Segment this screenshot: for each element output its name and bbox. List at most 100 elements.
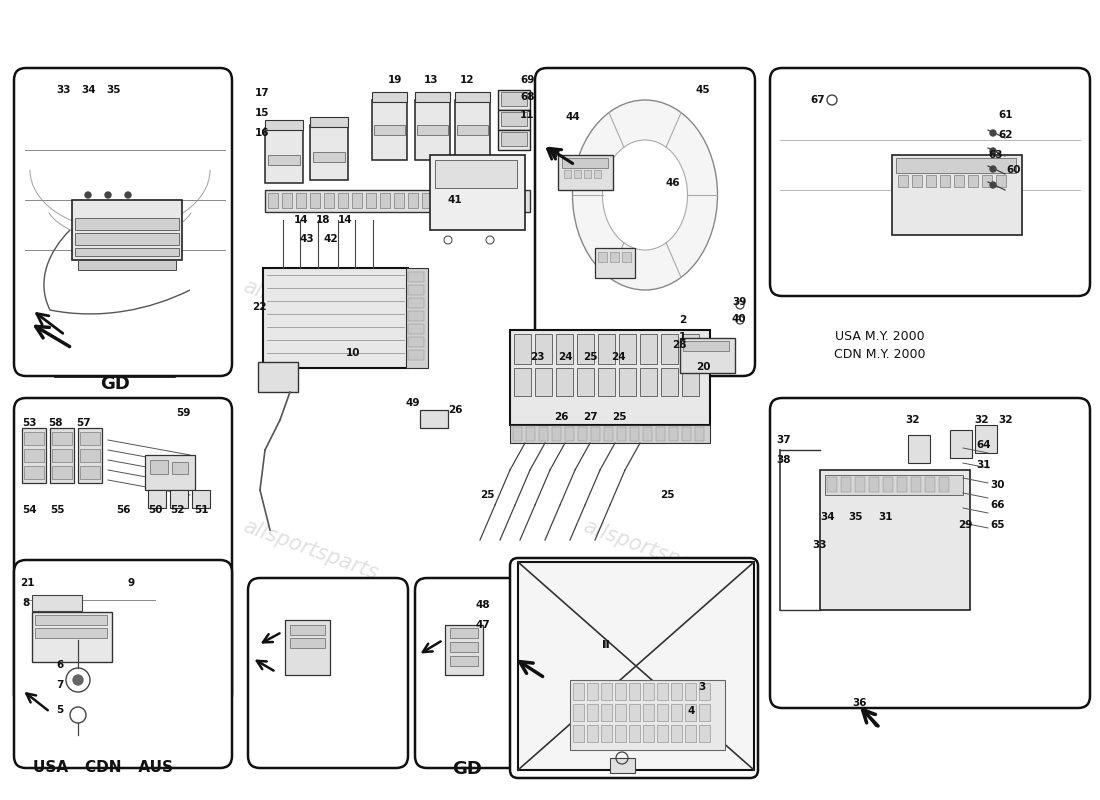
Bar	[617, 427, 626, 441]
Text: 43: 43	[300, 234, 315, 244]
Text: 24: 24	[610, 352, 626, 362]
FancyBboxPatch shape	[14, 398, 232, 706]
Bar	[939, 477, 949, 492]
Text: 7: 7	[56, 680, 64, 690]
Bar	[644, 704, 654, 721]
Bar	[265, 190, 530, 212]
Bar	[290, 638, 324, 648]
Text: 59: 59	[176, 408, 190, 418]
Bar	[464, 193, 474, 208]
FancyBboxPatch shape	[510, 558, 758, 778]
Bar	[408, 324, 424, 334]
Text: 3: 3	[698, 682, 705, 692]
Bar	[896, 477, 907, 492]
Bar	[492, 193, 502, 208]
Text: 10: 10	[346, 348, 361, 358]
Bar	[619, 368, 636, 396]
Bar	[869, 477, 879, 492]
Bar	[908, 435, 930, 463]
Text: 11: 11	[520, 110, 535, 120]
Circle shape	[104, 192, 111, 198]
Bar	[601, 704, 612, 721]
Ellipse shape	[572, 100, 717, 290]
Text: 12: 12	[460, 75, 474, 85]
Bar	[500, 132, 527, 146]
Bar	[610, 758, 635, 773]
Bar	[587, 725, 598, 742]
Bar	[450, 642, 478, 652]
Text: 63: 63	[988, 150, 1002, 160]
Text: 6: 6	[56, 660, 64, 670]
Text: 26: 26	[554, 412, 569, 422]
FancyBboxPatch shape	[770, 398, 1090, 708]
Bar	[265, 128, 302, 183]
Bar	[455, 92, 490, 102]
Text: allsportsparts: allsportsparts	[240, 276, 381, 344]
Text: 34: 34	[820, 512, 835, 522]
Bar	[669, 427, 678, 441]
Text: 66: 66	[990, 500, 1004, 510]
Text: 34: 34	[81, 85, 96, 95]
Bar	[436, 193, 446, 208]
Bar	[446, 625, 483, 675]
Bar	[75, 233, 179, 245]
Text: 8: 8	[22, 598, 30, 608]
Bar	[950, 430, 972, 458]
FancyBboxPatch shape	[770, 68, 1090, 296]
Bar	[510, 425, 710, 443]
Bar	[610, 252, 619, 262]
Bar	[573, 725, 584, 742]
Bar	[80, 466, 100, 479]
Bar	[883, 477, 893, 492]
Bar	[172, 462, 188, 474]
Bar	[78, 428, 102, 483]
Bar	[926, 175, 936, 187]
Bar	[629, 725, 640, 742]
Bar	[619, 334, 636, 364]
Text: 31: 31	[878, 512, 892, 522]
Text: 52: 52	[170, 505, 185, 515]
FancyBboxPatch shape	[415, 578, 570, 768]
Bar	[379, 193, 390, 208]
Bar	[556, 368, 573, 396]
Text: 24: 24	[558, 352, 573, 362]
Text: 64: 64	[976, 440, 991, 450]
Bar	[408, 350, 424, 360]
Bar	[587, 683, 598, 700]
Bar	[564, 170, 571, 178]
Bar	[22, 428, 46, 483]
Text: 27: 27	[583, 412, 597, 422]
Text: 56: 56	[116, 505, 131, 515]
Bar	[570, 680, 725, 750]
Text: 38: 38	[776, 455, 791, 465]
Bar	[629, 704, 640, 721]
Bar	[80, 449, 100, 462]
Bar	[996, 175, 1006, 187]
Bar	[408, 193, 418, 208]
Bar	[310, 125, 348, 180]
Bar	[170, 490, 188, 508]
Bar	[526, 427, 535, 441]
Bar	[574, 170, 581, 178]
Bar	[615, 704, 626, 721]
Text: 28: 28	[672, 340, 686, 350]
Text: 13: 13	[424, 75, 439, 85]
Bar	[671, 725, 682, 742]
Text: 44: 44	[566, 112, 581, 122]
Bar	[598, 334, 615, 364]
Bar	[954, 175, 964, 187]
Bar	[35, 615, 107, 625]
Bar	[940, 175, 950, 187]
Bar	[685, 704, 696, 721]
Bar	[510, 330, 710, 425]
Bar	[656, 427, 666, 441]
Bar	[352, 193, 362, 208]
Text: 16: 16	[255, 128, 270, 138]
Bar	[408, 311, 424, 321]
Text: 33: 33	[56, 85, 70, 95]
Ellipse shape	[603, 140, 688, 250]
Bar	[671, 683, 682, 700]
Bar	[290, 625, 324, 635]
Bar	[698, 683, 710, 700]
Bar	[500, 112, 527, 126]
